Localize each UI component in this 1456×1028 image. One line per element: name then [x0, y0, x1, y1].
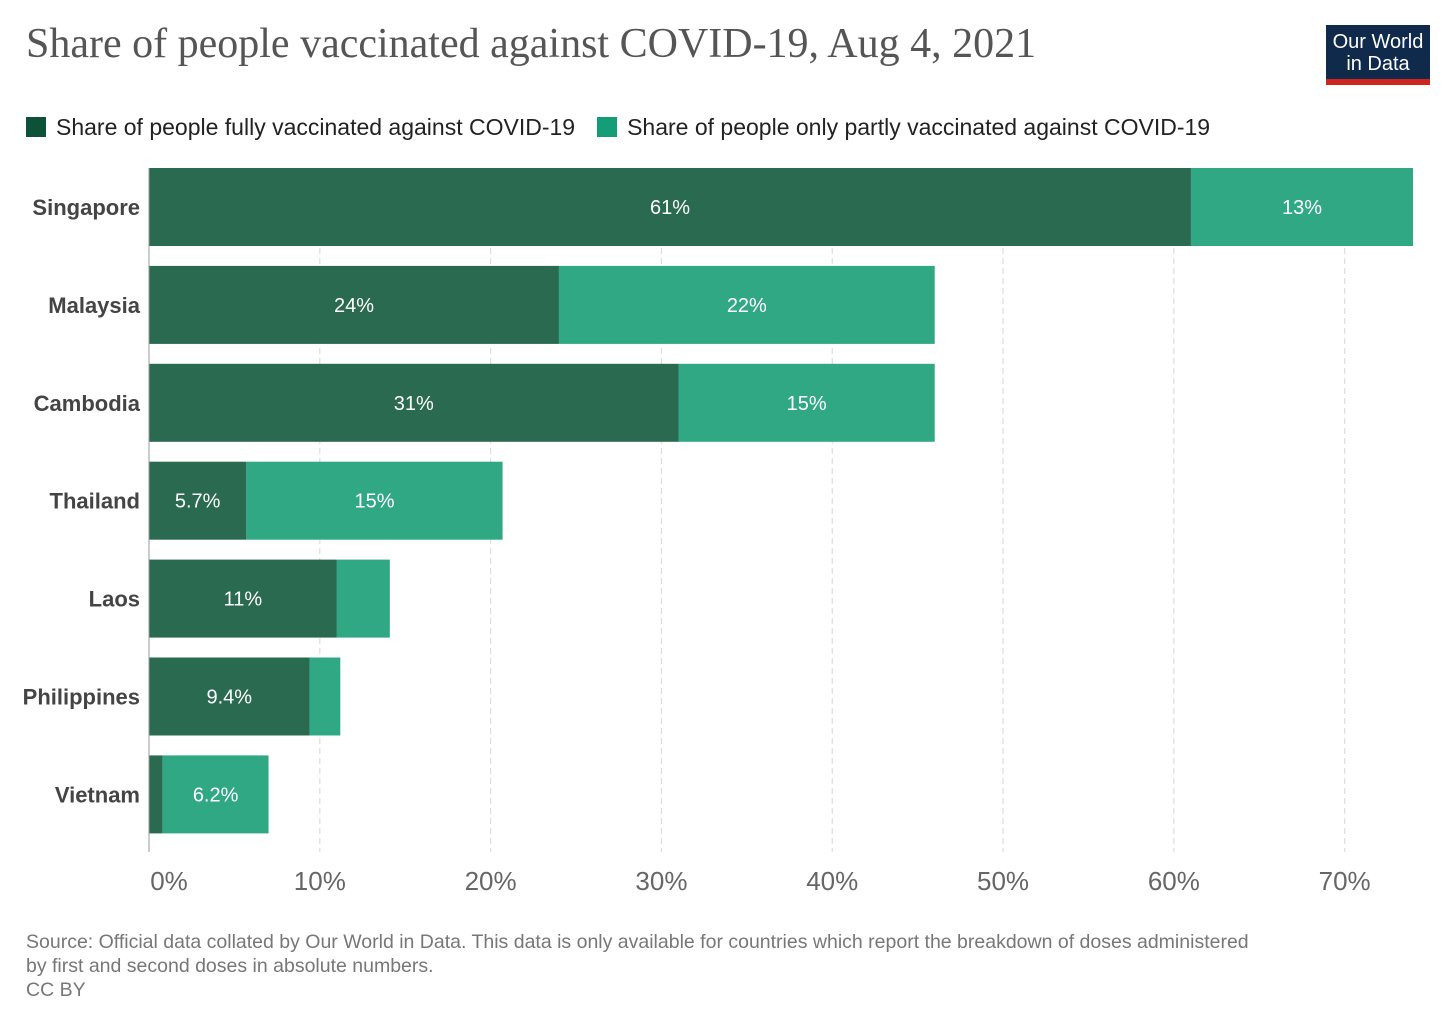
data-label: 15% — [354, 491, 394, 513]
logo-line-1: Our World — [1332, 31, 1424, 53]
legend-label-fully: Share of people fully vaccinated against… — [56, 113, 576, 140]
bar-partly — [1190, 168, 1413, 246]
bar-chart: 61% 13% Singapore 24% 22% Malaysia 31% 15% Cambo… — [23, 168, 1413, 896]
legend-item-fully[interactable]: Share of people fully vaccinated against… — [26, 114, 575, 141]
x-tick-label: 70% — [1319, 866, 1371, 896]
bar-partly — [678, 363, 935, 442]
category-label: Malaysia — [48, 293, 140, 318]
data-label: 11% — [224, 589, 263, 611]
chart-footer: Source: Official data collated by Our Wo… — [26, 930, 1426, 1002]
data-label: 13% — [1282, 197, 1322, 219]
bar-fully — [149, 168, 1191, 246]
license-note: CC BY — [26, 979, 86, 1001]
bar-partly — [336, 559, 390, 638]
data-label: 15% — [787, 393, 827, 415]
bar-partly — [162, 755, 269, 834]
x-tick-label: 20% — [465, 866, 517, 896]
bar-partly — [246, 461, 503, 540]
source-note-line-2: by first and second doses in absolute nu… — [26, 955, 434, 977]
bar-fully — [149, 461, 247, 540]
legend-label-partly: Share of people only partly vaccinated a… — [627, 113, 1211, 140]
x-tick-label: 10% — [294, 866, 346, 896]
category-label: Singapore — [32, 195, 140, 220]
bar-partly — [309, 657, 341, 736]
bar-fully — [149, 755, 163, 834]
data-label: 24% — [334, 295, 374, 317]
owid-logo[interactable]: Our World in Data — [1326, 25, 1430, 85]
bar-fully — [149, 657, 310, 736]
data-label: 5.7% — [175, 491, 221, 513]
bar-partly — [558, 265, 935, 344]
x-tick-label: 50% — [977, 866, 1029, 896]
legend-swatch-fully — [26, 117, 46, 137]
category-label: Thailand — [50, 489, 140, 514]
legend-item-partly[interactable]: Share of people only partly vaccinated a… — [597, 114, 1210, 141]
logo-line-2: in Data — [1346, 53, 1410, 75]
chart-title: Share of people vaccinated against COVID… — [26, 21, 1037, 67]
bar-fully — [149, 559, 337, 638]
x-tick-label: 60% — [1148, 866, 1200, 896]
data-label: 61% — [650, 197, 690, 219]
data-label: 31% — [394, 393, 434, 415]
category-label: Laos — [89, 587, 140, 612]
x-tick-label: 0% — [150, 866, 188, 896]
data-label: 22% — [727, 295, 767, 317]
bar-fully — [149, 363, 679, 442]
legend-swatch-partly — [597, 117, 618, 137]
x-tick-label: 40% — [806, 866, 858, 896]
source-note-line-1: Source: Official data collated by Our Wo… — [26, 931, 1249, 953]
category-label: Vietnam — [55, 782, 140, 807]
data-label: 9.4% — [206, 687, 252, 709]
category-label: Cambodia — [34, 391, 141, 416]
category-label: Philippines — [23, 685, 140, 710]
bar-fully — [149, 265, 559, 344]
data-label: 6.2% — [193, 784, 239, 806]
x-tick-label: 30% — [635, 866, 687, 896]
chart-legend: Share of people fully vaccinated against… — [26, 112, 1232, 142]
